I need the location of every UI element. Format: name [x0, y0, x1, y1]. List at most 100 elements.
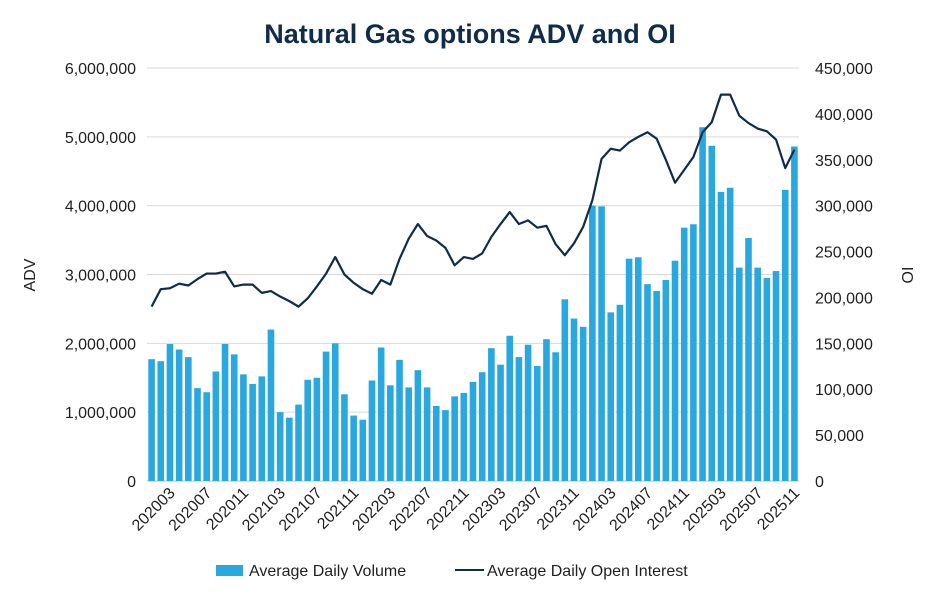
right-tick-label: 0 — [815, 474, 824, 491]
bar-202307 — [534, 366, 541, 481]
bar-202312 — [580, 327, 587, 481]
bar-202509 — [773, 271, 780, 481]
bar-202507 — [754, 268, 761, 481]
bar-202108 — [323, 352, 330, 481]
bar-202211 — [461, 393, 468, 481]
bar-202202 — [378, 347, 385, 481]
bar-202204 — [396, 360, 403, 481]
bar-202410 — [672, 261, 679, 481]
bar-202504 — [727, 188, 734, 481]
bar-202203 — [387, 385, 394, 481]
bar-202102 — [268, 330, 275, 481]
right-tick-label: 450,000 — [815, 61, 873, 78]
legend-line-label: Average Daily Open Interest — [487, 563, 688, 580]
bar-202208 — [433, 406, 440, 481]
bar-202104 — [286, 418, 293, 481]
bar-202012 — [249, 384, 256, 481]
right-tick-label: 200,000 — [815, 290, 873, 307]
bar-202402 — [598, 206, 605, 481]
left-tick-label: 6,000,000 — [65, 61, 136, 78]
bar-202002 — [157, 361, 164, 481]
left-tick-label: 5,000,000 — [65, 130, 136, 147]
left-tick-label: 4,000,000 — [65, 199, 136, 216]
bar-202503 — [718, 192, 725, 481]
left-tick-label: 1,000,000 — [65, 405, 136, 422]
bar-202411 — [681, 228, 688, 481]
bar-202003 — [167, 344, 174, 481]
bar-202305 — [516, 357, 523, 481]
bar-202201 — [369, 381, 376, 482]
bar-202001 — [148, 359, 155, 481]
bar-202103 — [277, 412, 284, 481]
legend: Average Daily Volume Average Daily Open … — [216, 563, 688, 580]
bar-202106 — [304, 380, 311, 481]
bar-202304 — [506, 336, 513, 481]
bar-202310 — [562, 299, 569, 481]
bar-202111 — [350, 416, 357, 481]
bar-202010 — [231, 354, 238, 481]
bar-202403 — [607, 312, 614, 481]
bar-202008 — [213, 372, 220, 481]
right-tick-label: 300,000 — [815, 199, 873, 216]
bar-202502 — [708, 146, 715, 481]
bar-202412 — [690, 224, 697, 481]
right-tick-label: 250,000 — [815, 245, 873, 262]
bar-202303 — [497, 365, 504, 481]
left-axis-title: ADV — [22, 258, 39, 291]
bar-202207 — [424, 387, 431, 481]
bar-202205 — [405, 387, 412, 481]
bar-202505 — [736, 268, 743, 481]
legend-bar-swatch — [216, 565, 243, 576]
right-tick-label: 50,000 — [815, 428, 864, 445]
bar-202401 — [589, 206, 596, 481]
bar-202105 — [295, 405, 302, 481]
bar-202109 — [332, 343, 339, 481]
bar-202101 — [258, 376, 265, 481]
bar-202110 — [341, 394, 348, 481]
left-tick-label: 0 — [127, 474, 136, 491]
bar-202309 — [552, 352, 559, 481]
right-tick-label: 100,000 — [815, 382, 873, 399]
bar-202210 — [451, 396, 458, 481]
bar-series — [148, 127, 797, 481]
bar-202409 — [663, 280, 670, 481]
bar-202501 — [699, 127, 706, 481]
bar-202510 — [782, 190, 789, 481]
bar-202009 — [222, 344, 229, 481]
bar-202107 — [314, 378, 321, 481]
legend-bar-label: Average Daily Volume — [249, 563, 406, 580]
bar-202005 — [185, 357, 192, 481]
left-tick-label: 2,000,000 — [65, 336, 136, 353]
chart-title: Natural Gas options ADV and OI — [264, 19, 676, 49]
right-tick-label: 400,000 — [815, 107, 873, 124]
bar-202301 — [479, 372, 486, 481]
right-axis-title: OI — [900, 267, 917, 284]
bar-202006 — [194, 388, 201, 481]
bar-202007 — [203, 392, 210, 481]
bar-202212 — [470, 382, 477, 481]
bar-202302 — [488, 348, 495, 481]
bar-202311 — [571, 319, 578, 481]
bar-202209 — [442, 410, 449, 481]
right-tick-label: 150,000 — [815, 336, 873, 353]
bar-202406 — [635, 257, 642, 481]
bar-202404 — [617, 305, 624, 481]
bar-202407 — [644, 284, 651, 481]
bar-202011 — [240, 374, 247, 481]
bar-202112 — [360, 420, 367, 481]
bar-202506 — [745, 238, 752, 481]
x-axis: 2020032020072020112021032021072021112022… — [129, 485, 803, 535]
bar-202405 — [626, 259, 633, 481]
right-axis: 0 50,000 100,000 150,000 200,000 250,000 300,0… — [815, 61, 873, 491]
bar-202508 — [764, 278, 771, 481]
bar-202511 — [791, 146, 798, 481]
left-axis: 0 1,000,000 2,000,000 3,000,000 4,000,000 5,0… — [65, 61, 136, 491]
right-tick-label: 350,000 — [815, 153, 873, 170]
bar-202306 — [525, 345, 532, 481]
bar-202308 — [543, 339, 550, 481]
left-tick-label: 3,000,000 — [65, 268, 136, 285]
bar-202408 — [653, 291, 660, 481]
bar-202206 — [415, 370, 422, 481]
